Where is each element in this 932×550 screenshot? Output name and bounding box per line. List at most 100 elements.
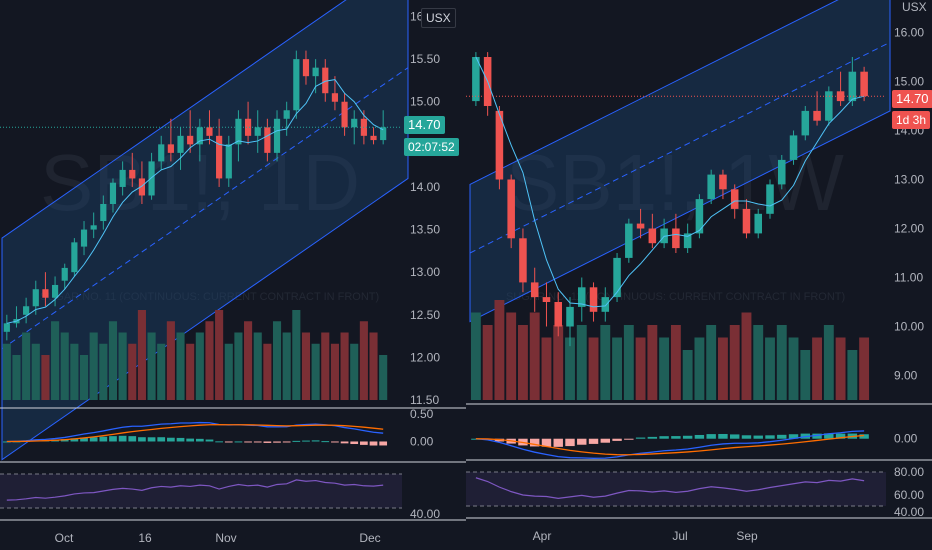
macd-histogram-bar <box>730 434 740 439</box>
macd-histogram-bar <box>706 434 716 439</box>
price-axis-tick: 12.00 <box>410 350 440 364</box>
volume-bar <box>718 337 728 400</box>
candle-body <box>331 93 339 102</box>
volume-bar <box>157 343 166 400</box>
volume-bar <box>859 337 870 400</box>
left-currency-label[interactable]: USX <box>421 8 456 28</box>
macd-histogram-bar <box>369 441 378 446</box>
macd-histogram-bar <box>89 437 98 442</box>
right-chart-weekly[interactable]: SB1!, 1W SUGAR NO. 11 (CONTINUOUS: CURREN… <box>466 0 932 550</box>
candle-body <box>158 144 165 162</box>
macd-histogram-bar <box>360 441 368 445</box>
candle-body <box>273 118 281 153</box>
candle-body <box>542 297 551 302</box>
candle-body <box>216 135 223 179</box>
price-axis-tick: 15.00 <box>894 75 924 89</box>
candle-body <box>177 135 184 153</box>
candle-body <box>789 135 798 160</box>
candle-body <box>848 71 857 102</box>
volume-bar <box>166 321 175 400</box>
macd-histogram-bar <box>118 435 127 442</box>
macd-histogram-bar <box>302 440 310 442</box>
candle-body <box>719 174 727 190</box>
macd-histogram-bar <box>138 437 146 442</box>
candle-body <box>254 127 261 136</box>
channel-midline <box>1 67 409 350</box>
macd-histogram-bar <box>624 438 634 440</box>
candle-body <box>235 118 242 145</box>
macd-histogram-bar <box>157 437 166 442</box>
volume-bar <box>369 332 378 400</box>
candle-body <box>380 127 387 141</box>
volume-bar <box>635 337 646 400</box>
price-axis-tick: 15.00 <box>410 95 440 109</box>
candle-body <box>860 71 868 97</box>
volume-bar <box>2 343 11 400</box>
candle-body <box>601 297 610 312</box>
macd-histogram-bar <box>244 441 252 443</box>
candle-body <box>625 223 633 258</box>
candle-body <box>754 213 762 234</box>
candle-body <box>3 323 10 332</box>
volume-bar <box>541 337 552 400</box>
volume-bar <box>253 332 262 400</box>
macd-histogram-bar <box>788 434 799 439</box>
volume-bar <box>612 337 622 400</box>
candle-body <box>507 179 515 239</box>
volume-bar <box>835 337 846 400</box>
price-axis-tick: 16.00 <box>894 26 924 40</box>
left-countdown-label: 02:07:52 <box>404 138 459 156</box>
candle-body <box>742 208 751 234</box>
macd-histogram-bar <box>234 441 243 443</box>
candle-body <box>51 284 59 298</box>
watermark: SB1!, 1W <box>506 138 844 227</box>
volume-bar <box>694 337 705 400</box>
macd-histogram-bar <box>565 438 575 447</box>
candle-body <box>322 67 329 94</box>
candle-body <box>341 101 348 128</box>
volume-bar <box>359 321 368 400</box>
volume-bar <box>670 325 681 400</box>
price-axis-tick: 13.50 <box>410 223 440 237</box>
candle-body <box>119 169 126 187</box>
candle-body <box>71 242 78 273</box>
macd-histogram-bar <box>753 435 763 439</box>
volume-bar <box>350 343 359 400</box>
volume-bar <box>89 332 98 400</box>
candle-body <box>472 57 480 102</box>
volume-bar <box>128 343 137 400</box>
rsi-line <box>6 479 384 501</box>
volume-bar <box>330 343 339 400</box>
volume-bar <box>729 325 740 400</box>
volume-bar <box>147 332 156 400</box>
macd-histogram-bar <box>612 438 622 441</box>
rsi-axis-tick: 80.00 <box>894 465 924 479</box>
macd-histogram-bar <box>109 436 117 442</box>
candle-body <box>695 199 704 234</box>
rsi-axis-tick: 40.00 <box>410 507 440 521</box>
candle-body <box>370 135 377 141</box>
volume-bar <box>812 337 822 400</box>
volume-bar <box>22 332 31 400</box>
candle-body <box>836 91 845 102</box>
price-axis-tick: 15.50 <box>410 52 440 66</box>
candle-body <box>613 257 621 298</box>
price-axis-tick: 12.50 <box>410 308 440 322</box>
candle-body <box>730 189 739 209</box>
rsi-axis-tick: 40.00 <box>894 505 924 519</box>
candle-body <box>206 127 213 136</box>
right-currency-label[interactable]: USX <box>902 0 927 14</box>
signal-line <box>6 424 384 443</box>
macd-histogram-bar <box>70 438 79 442</box>
macd-histogram-bar <box>682 435 693 439</box>
volume-bar <box>800 350 811 400</box>
macd-histogram-bar <box>2 441 11 443</box>
macd-histogram-bar <box>263 441 272 443</box>
macd-histogram-bar <box>600 438 610 443</box>
candle-body <box>264 127 271 153</box>
volume-bar <box>847 350 858 400</box>
volume-bar <box>137 310 146 400</box>
candle-body <box>636 223 645 229</box>
volume-bar <box>682 350 693 400</box>
